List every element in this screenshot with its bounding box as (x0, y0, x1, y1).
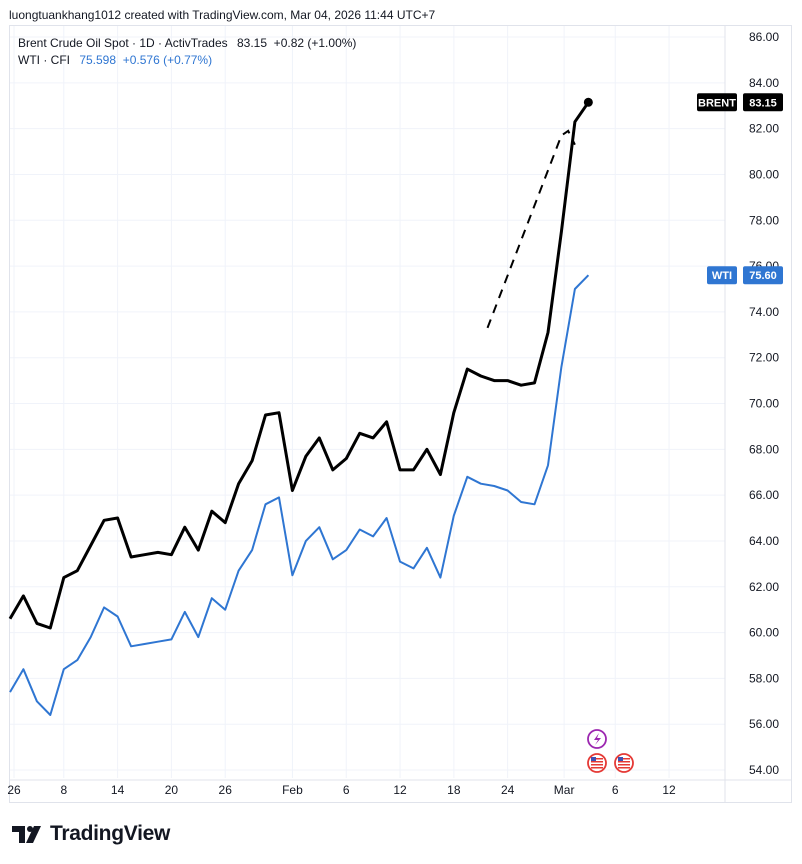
x-tick-label: 6 (343, 783, 350, 797)
price-label-value: 75.60 (749, 270, 777, 282)
x-tick-label: 6 (612, 783, 619, 797)
legend-wti-values: 75.598 +0.576 (+0.77%) (79, 53, 213, 67)
y-tick-label: 66.00 (749, 488, 779, 502)
lightning-event-icon[interactable] (587, 729, 607, 749)
x-tick-label: 14 (111, 783, 125, 797)
chart-caption: luongtuankhang1012 created with TradingV… (9, 8, 436, 22)
x-tick-label: 26 (219, 783, 233, 797)
tradingview-logo[interactable]: TradingView (12, 822, 170, 846)
x-tick-label: 8 (60, 783, 67, 797)
dashed-trend-drawing[interactable] (486, 129, 576, 329)
tradingview-logo-text: TradingView (50, 822, 171, 845)
y-axis: 86.0084.0082.0080.0078.0076.0074.0072.00… (724, 26, 779, 803)
y-tick-label: 72.00 (749, 351, 779, 365)
price-label-wti: WTI 75.60 (707, 266, 783, 285)
x-tick-label: Mar (554, 783, 575, 797)
tradingview-logo-icon (12, 826, 41, 843)
legend-wti-symbol: WTI · CFI (18, 53, 70, 67)
wti-series-line (9, 274, 590, 716)
brent-series-line (8, 101, 590, 630)
y-tick-label: 62.00 (749, 580, 779, 594)
price-label-name-bg (697, 93, 737, 112)
price-label-brent: BRENT 83.15 (697, 93, 783, 112)
x-tick-label: Feb (282, 783, 303, 797)
x-tick-label: 20 (165, 783, 179, 797)
price-label-value: 83.15 (749, 97, 777, 109)
price-label-value-bg (743, 93, 783, 112)
x-tick-label: 18 (447, 783, 461, 797)
x-axis: 26 8 14 20 26 Feb 6 12 18 24 Mar 6 12 (7, 779, 792, 797)
x-tick-label: 26 (7, 783, 21, 797)
y-tick-label: 56.00 (749, 717, 779, 731)
y-tick-label: 68.00 (749, 442, 779, 456)
price-label-value-bg (743, 266, 783, 285)
y-tick-label: 60.00 (749, 626, 779, 640)
y-tick-label: 86.00 (749, 30, 779, 44)
price-label-name: WTI (712, 270, 732, 282)
chart-frame (9, 25, 792, 803)
legend-wti[interactable]: WTI · CFI 75.598 +0.576 (+0.77%) (18, 52, 356, 69)
x-tick-label: 24 (501, 783, 515, 797)
legend-brent-symbol: Brent Crude Oil Spot · 1D · ActivTrades (18, 36, 228, 50)
price-labels: BRENT 83.15 WTI 75.60 (697, 93, 783, 285)
price-label-name-bg (707, 266, 737, 285)
event-icons (587, 729, 634, 773)
grid (10, 26, 725, 778)
legend-brent-values: 83.15 +0.82 (+1.00%) (236, 36, 357, 50)
us-flag-icon[interactable] (587, 753, 607, 773)
y-tick-label: 78.00 (749, 213, 779, 227)
y-tick-label: 70.00 (749, 397, 779, 411)
y-tick-label: 64.00 (749, 534, 779, 548)
x-tick-label: 12 (393, 783, 407, 797)
y-tick-label: 84.00 (749, 76, 779, 90)
legend-brent[interactable]: Brent Crude Oil Spot · 1D · ActivTrades … (18, 35, 356, 52)
y-tick-label: 82.00 (749, 122, 779, 136)
legend: Brent Crude Oil Spot · 1D · ActivTrades … (18, 35, 356, 69)
x-tick-label: 12 (662, 783, 676, 797)
y-tick-label: 80.00 (749, 167, 779, 181)
y-tick-label: 58.00 (749, 671, 779, 685)
brent-last-point (583, 97, 593, 107)
us-flag-icon[interactable] (614, 753, 634, 773)
y-tick-label: 54.00 (749, 763, 779, 777)
y-tick-label: 74.00 (749, 305, 779, 319)
price-label-name: BRENT (698, 97, 736, 109)
